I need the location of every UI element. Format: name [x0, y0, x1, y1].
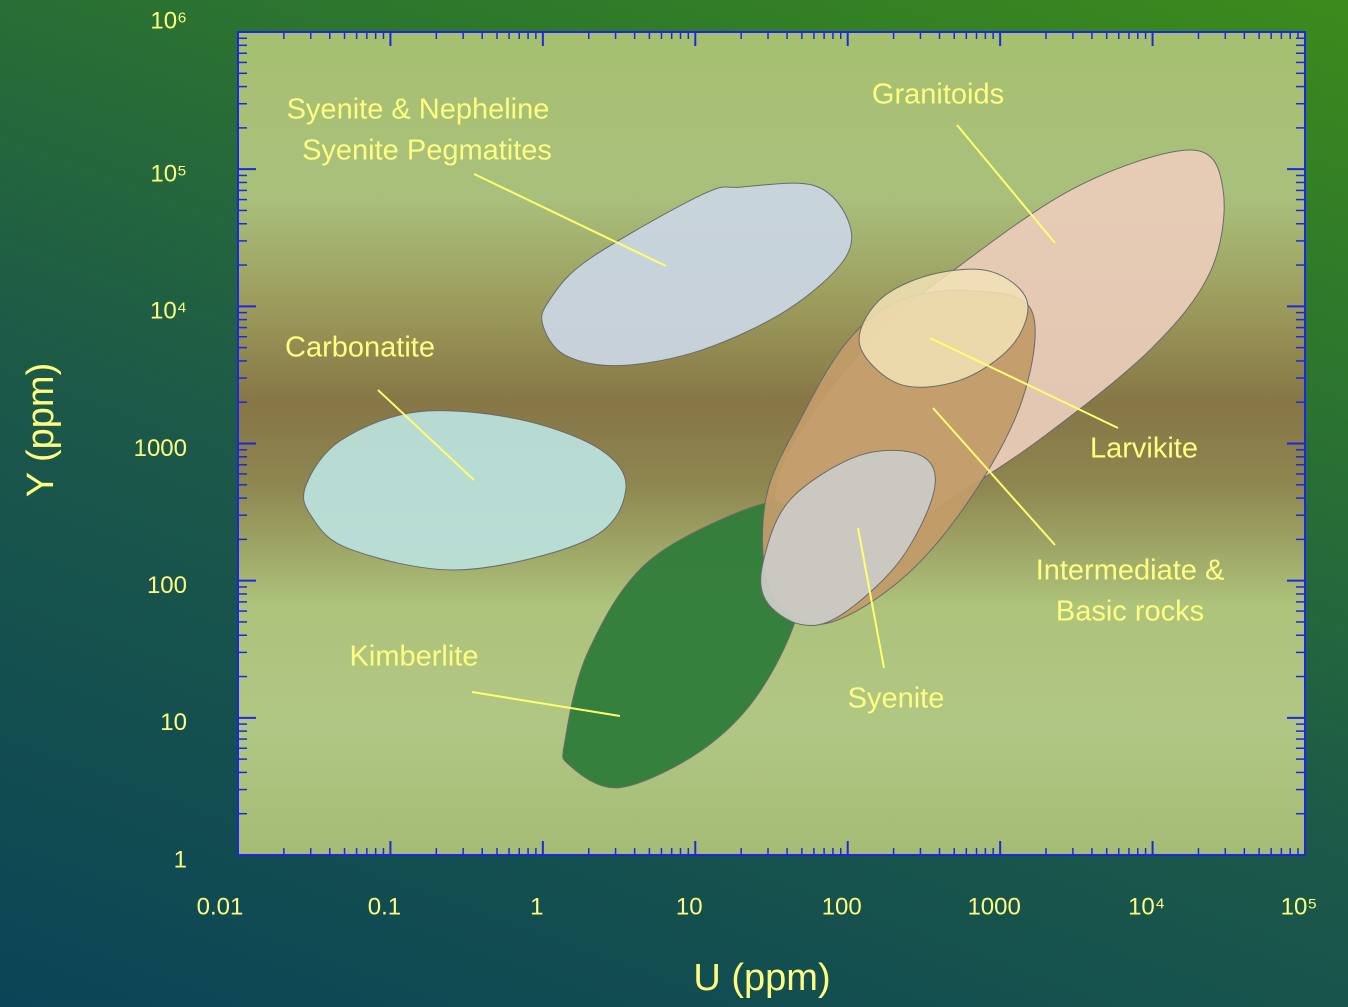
x-tick-label: 0.01	[197, 893, 244, 920]
leader-line	[377, 389, 475, 481]
y-tick-label: 10⁴	[150, 298, 187, 325]
region-label: Syenite Pegmatites	[302, 135, 552, 167]
leader-line	[473, 173, 667, 267]
regions	[303, 149, 1225, 789]
labels: Carbonatite Syenite & Nepheline Syenite Pe…	[285, 79, 1225, 717]
y-tick-label: 1	[174, 846, 187, 873]
region-label: Intermediate &	[1036, 555, 1225, 587]
x-tick-label: 100	[822, 893, 862, 920]
region-label: Granitoids	[872, 79, 1004, 111]
region-label: Larvikite	[1090, 433, 1198, 465]
x-tick-label: 1	[530, 893, 543, 920]
region-label: Carbonatite	[285, 332, 435, 364]
y-tick-label: 100	[147, 572, 187, 599]
region	[541, 182, 853, 367]
x-axis-title: U (ppm)	[693, 957, 830, 999]
y-tick-label: 1000	[134, 435, 187, 462]
region	[760, 449, 936, 627]
region	[303, 410, 627, 571]
leader-line	[929, 337, 1119, 429]
region-label: Syenite	[848, 683, 945, 715]
y-axis-title: Y (ppm)	[20, 363, 62, 497]
region-label: Basic rocks	[1056, 596, 1204, 628]
y-tick-label: 10⁶	[150, 7, 187, 34]
y-tick-label: 10	[160, 709, 187, 736]
region-label: Kimberlite	[350, 641, 479, 673]
leader-line	[956, 124, 1056, 244]
leader-line	[932, 407, 1056, 546]
x-tick-label: 0.1	[368, 893, 401, 920]
region-label: Syenite & Nepheline	[287, 94, 550, 126]
leader-line	[857, 527, 885, 669]
x-tick-label: 10⁴	[1128, 893, 1165, 920]
x-tick-label: 10⁵	[1281, 893, 1318, 920]
region	[858, 268, 1029, 388]
x-tick-label: 1000	[967, 893, 1020, 920]
x-tick-label: 10	[676, 893, 703, 920]
axes: 0.01 0.1 1 10 100 1000 10⁴ 10⁵ 1 10 100 1000 10⁴ 10⁵ 1…	[134, 7, 1318, 920]
leader-line	[471, 691, 621, 717]
y-tick-label: 10⁵	[150, 161, 187, 188]
